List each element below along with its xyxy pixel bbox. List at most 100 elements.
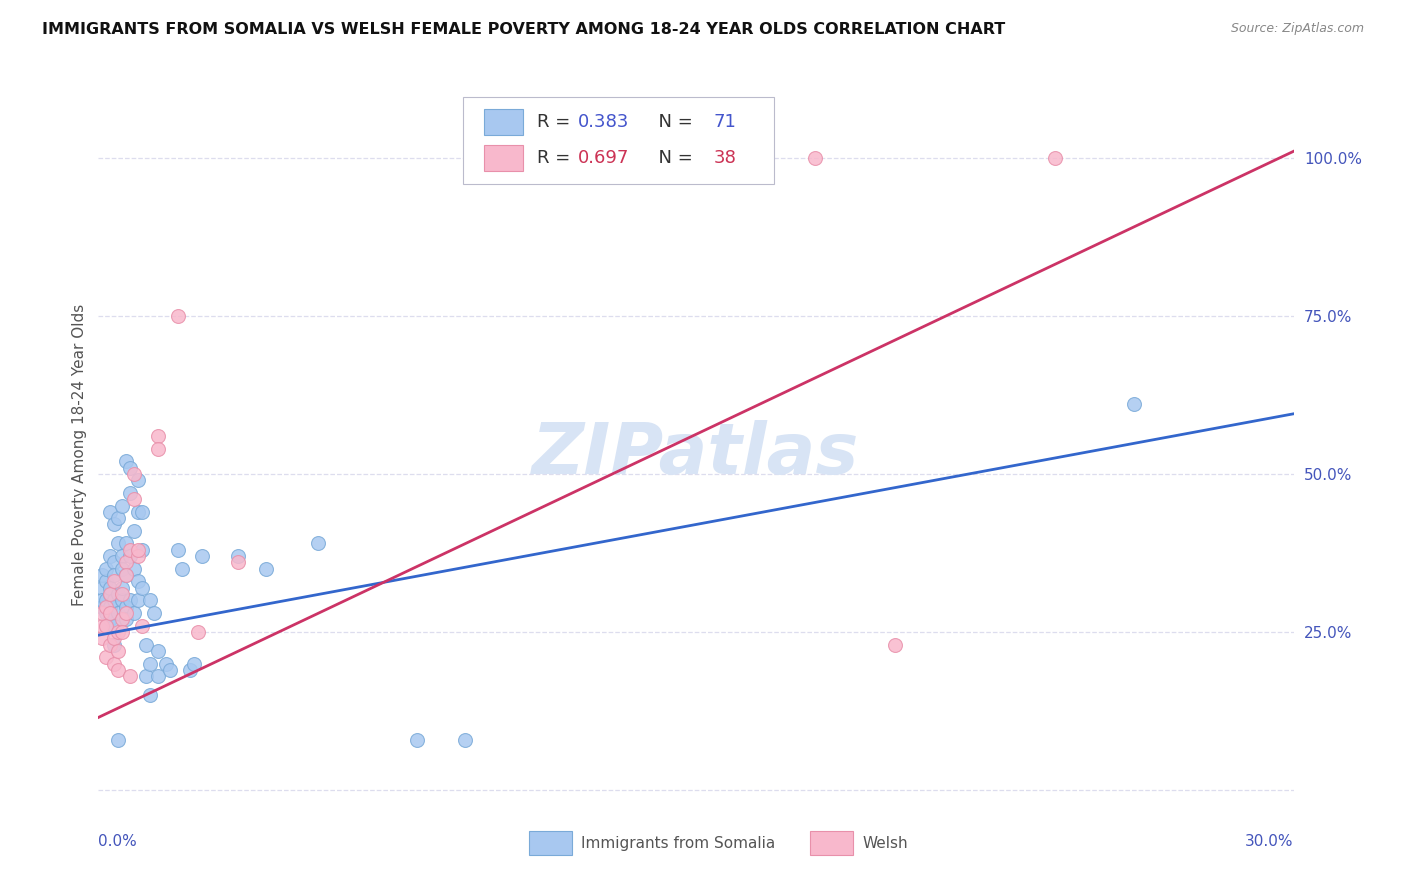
Point [172,562,194,576]
Point [139,593,162,607]
Point [1043,151,1066,165]
Point [127,473,149,487]
Point [120,486,142,500]
Point [91,599,114,614]
Point [148,669,170,683]
Point [139,688,162,702]
Point [96,618,118,632]
Point [135,638,157,652]
Text: 0.383: 0.383 [578,113,628,131]
Point [124,524,146,538]
Point [124,562,146,576]
Point [111,549,134,563]
Text: R =: R = [537,149,576,167]
Point [127,542,149,557]
Point [226,549,249,563]
Text: 0.0%: 0.0% [98,834,138,849]
Point [107,644,129,658]
Point [91,606,114,620]
Point [103,638,125,652]
FancyBboxPatch shape [485,145,523,171]
Text: Welsh: Welsh [862,836,908,851]
Text: 71: 71 [714,113,737,131]
Point [127,593,149,607]
Point [307,536,329,550]
Point [96,618,118,632]
Point [107,663,129,677]
Text: Immigrants from Somalia: Immigrants from Somalia [581,836,776,851]
Point [103,568,125,582]
Point [139,657,162,671]
Point [100,549,122,563]
Point [91,618,114,632]
Point [127,549,149,563]
Point [148,429,170,443]
Point [107,587,129,601]
Point [91,581,114,595]
Point [115,599,138,614]
Point [100,587,122,601]
Point [148,644,170,658]
Text: N =: N = [647,149,699,167]
Point [115,568,138,582]
Point [96,562,118,576]
Point [148,442,170,456]
Text: 0.697: 0.697 [578,149,628,167]
Point [100,599,122,614]
Point [254,562,277,576]
Point [103,657,125,671]
Point [115,556,138,570]
Point [96,593,118,607]
Point [155,657,177,671]
Point [103,593,125,607]
Point [406,732,429,747]
Point [131,542,153,557]
Point [96,650,118,665]
Text: Source: ZipAtlas.com: Source: ZipAtlas.com [1230,22,1364,36]
Point [167,309,190,323]
FancyBboxPatch shape [810,831,852,855]
FancyBboxPatch shape [529,831,572,855]
Point [131,581,153,595]
Point [120,593,142,607]
Point [187,625,209,640]
Point [127,505,149,519]
Point [91,568,114,582]
Point [107,732,129,747]
Point [120,460,142,475]
Point [100,587,122,601]
Point [115,606,138,620]
Point [91,632,114,646]
Point [884,638,907,652]
Point [100,638,122,652]
Point [91,593,114,607]
Point [179,663,201,677]
Point [191,549,214,563]
Point [159,663,181,677]
Point [103,618,125,632]
Point [100,581,122,595]
Point [103,556,125,570]
Point [107,606,129,620]
Point [111,612,134,626]
Point [111,625,134,640]
Y-axis label: Female Poverty Among 18-24 Year Olds: Female Poverty Among 18-24 Year Olds [72,304,87,606]
Text: ZIPatlas: ZIPatlas [533,420,859,490]
Point [103,517,125,532]
Point [96,574,118,589]
Text: IMMIGRANTS FROM SOMALIA VS WELSH FEMALE POVERTY AMONG 18-24 YEAR OLDS CORRELATIO: IMMIGRANTS FROM SOMALIA VS WELSH FEMALE … [42,22,1005,37]
Point [143,606,166,620]
Point [127,574,149,589]
Point [96,599,118,614]
Point [135,669,157,683]
Point [107,536,129,550]
Point [124,492,146,507]
FancyBboxPatch shape [463,96,773,184]
Text: R =: R = [537,113,576,131]
Point [115,536,138,550]
Point [115,612,138,626]
Point [685,151,707,165]
Text: 30.0%: 30.0% [1246,834,1294,849]
Point [131,618,153,632]
Point [103,574,125,589]
